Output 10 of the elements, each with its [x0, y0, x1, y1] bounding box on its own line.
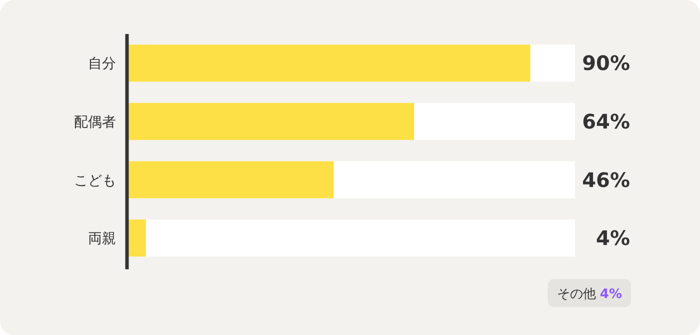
- y-tick-label: 自分: [88, 56, 116, 72]
- data-label: 90%: [582, 51, 630, 76]
- text: その他 4%: [556, 287, 622, 302]
- y-tick-label: こども: [74, 172, 116, 189]
- y-tick-label: 配偶者: [74, 114, 116, 130]
- data-label: 4%: [596, 226, 630, 250]
- bar: [128, 220, 146, 257]
- data-label: 64%: [582, 109, 630, 134]
- y-tick-label: 両親: [88, 231, 116, 248]
- data-label: 46%: [582, 168, 630, 192]
